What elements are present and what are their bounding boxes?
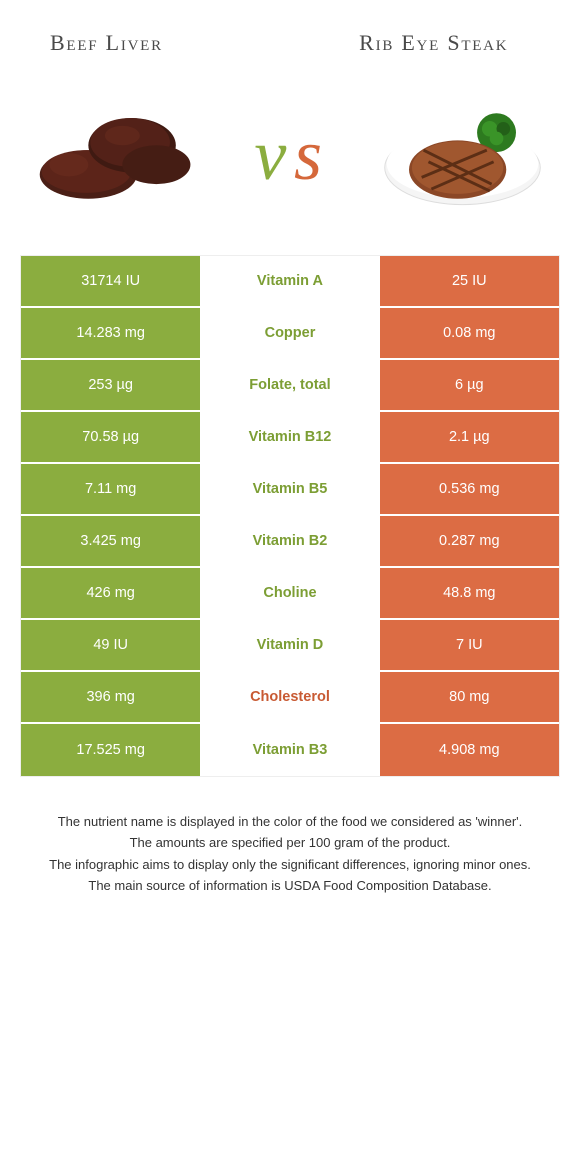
vs-v: v [254,114,290,197]
nutrient-label: Copper [200,308,379,358]
table-row: 70.58 µgVitamin B122.1 µg [21,412,559,464]
value-right: 80 mg [380,672,559,722]
food-image-right [375,90,550,220]
vs-label: vs [254,114,325,197]
value-right: 25 IU [380,256,559,306]
footer-line: The amounts are specified per 100 gram o… [38,833,542,853]
food-title-right: Rib Eye Steak [333,30,541,55]
nutrient-table: 31714 IUVitamin A25 IU14.283 mgCopper0.0… [20,255,560,777]
footer-line: The main source of information is USDA F… [38,876,542,896]
table-row: 49 IUVitamin D7 IU [21,620,559,672]
nutrient-label: Vitamin B3 [200,724,379,776]
value-left: 396 mg [21,672,200,722]
table-row: 17.525 mgVitamin B34.908 mg [21,724,559,776]
value-left: 49 IU [21,620,200,670]
value-right: 7 IU [380,620,559,670]
value-right: 48.8 mg [380,568,559,618]
footer-line: The nutrient name is displayed in the co… [38,812,542,832]
value-left: 14.283 mg [21,308,200,358]
table-row: 3.425 mgVitamin B20.287 mg [21,516,559,568]
table-row: 14.283 mgCopper0.08 mg [21,308,559,360]
value-right: 0.536 mg [380,464,559,514]
nutrient-label: Vitamin D [200,620,379,670]
footer-line: The infographic aims to display only the… [38,855,542,875]
value-right: 2.1 µg [380,412,559,462]
table-row: 31714 IUVitamin A25 IU [21,256,559,308]
nutrient-label: Cholesterol [200,672,379,722]
title-row: Beef Liver Rib Eye Steak [20,30,560,65]
nutrient-label: Folate, total [200,360,379,410]
value-left: 253 µg [21,360,200,410]
value-right: 4.908 mg [380,724,559,776]
nutrient-label: Vitamin B2 [200,516,379,566]
value-right: 0.287 mg [380,516,559,566]
food-image-left [30,90,205,220]
hero-row: vs [20,65,560,255]
value-left: 31714 IU [21,256,200,306]
table-row: 396 mgCholesterol80 mg [21,672,559,724]
food-title-left: Beef Liver [40,30,253,55]
value-left: 17.525 mg [21,724,200,776]
value-left: 3.425 mg [21,516,200,566]
table-row: 253 µgFolate, total6 µg [21,360,559,412]
nutrient-label: Vitamin B5 [200,464,379,514]
value-left: 70.58 µg [21,412,200,462]
vs-s: s [294,114,326,197]
nutrient-label: Vitamin B12 [200,412,379,462]
table-row: 7.11 mgVitamin B50.536 mg [21,464,559,516]
table-row: 426 mgCholine48.8 mg [21,568,559,620]
value-right: 0.08 mg [380,308,559,358]
value-right: 6 µg [380,360,559,410]
value-left: 7.11 mg [21,464,200,514]
nutrient-label: Choline [200,568,379,618]
nutrient-label: Vitamin A [200,256,379,306]
footer-notes: The nutrient name is displayed in the co… [20,777,560,912]
value-left: 426 mg [21,568,200,618]
